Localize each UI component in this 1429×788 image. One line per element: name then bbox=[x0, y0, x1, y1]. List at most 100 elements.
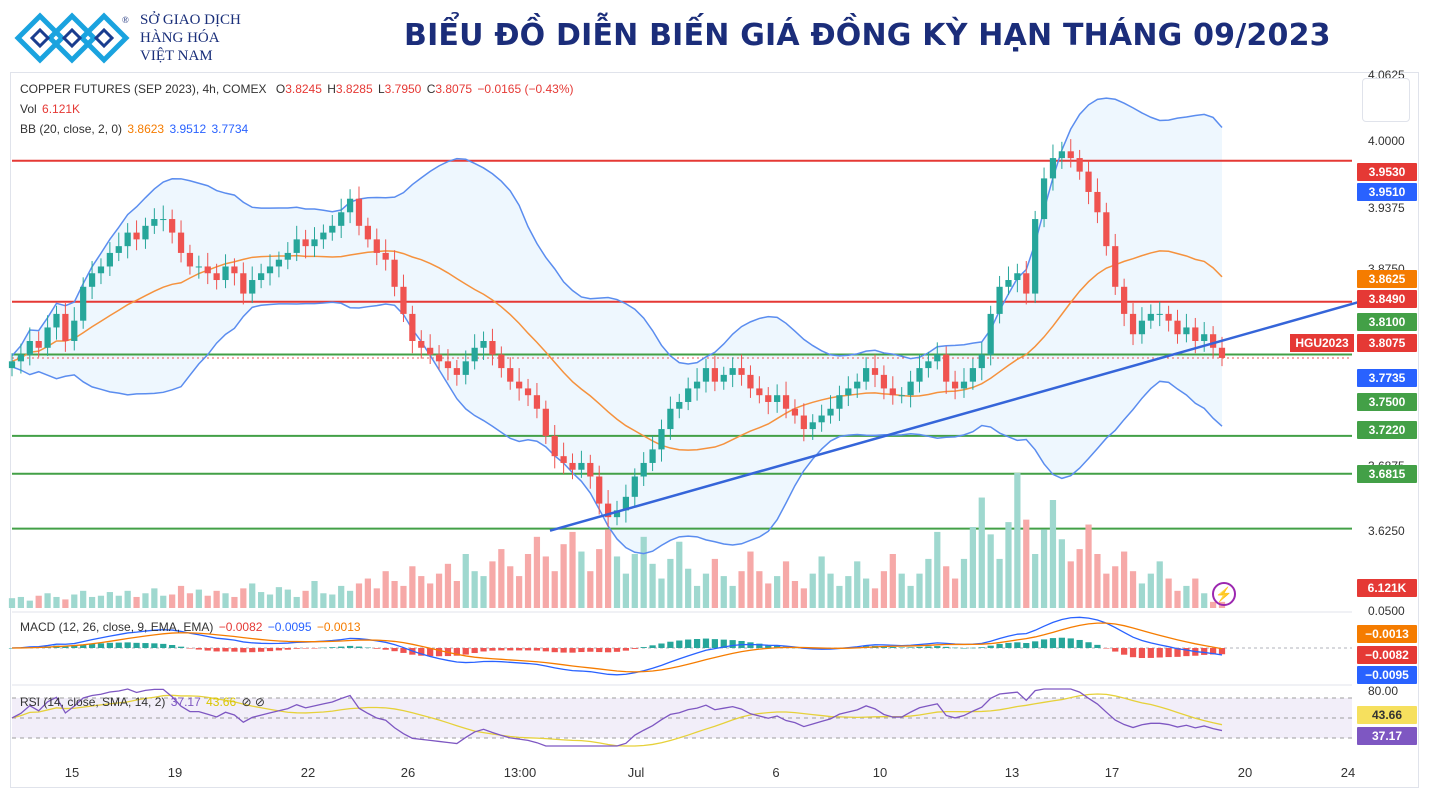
candle-body bbox=[569, 462, 576, 470]
volume-bar bbox=[329, 594, 336, 608]
volume-bar bbox=[106, 592, 113, 608]
volume-bar bbox=[462, 554, 469, 608]
volume-bar bbox=[640, 536, 647, 608]
volume-bar bbox=[604, 529, 612, 608]
candle-body bbox=[489, 341, 496, 355]
volume-bar bbox=[649, 563, 656, 608]
candle-body bbox=[231, 266, 238, 274]
bb-upper-value: 3.9512 bbox=[169, 122, 207, 136]
macd-hist-bar bbox=[435, 648, 443, 657]
volume-bars bbox=[8, 473, 1226, 608]
macd-hist-bar bbox=[774, 645, 781, 648]
volume-bar bbox=[258, 592, 265, 608]
macd-hist-bar bbox=[1014, 642, 1021, 648]
candle-body bbox=[800, 415, 807, 430]
macd-hist-bar bbox=[1032, 641, 1039, 648]
macd-hist-bar bbox=[489, 648, 496, 651]
candle-body bbox=[480, 341, 487, 348]
candle-body bbox=[756, 388, 763, 396]
macd-hist-bar bbox=[88, 643, 96, 648]
volume-bar bbox=[1201, 593, 1208, 608]
macd-hist-bar bbox=[373, 648, 380, 649]
volume-bar bbox=[729, 585, 736, 608]
macd-line bbox=[11, 616, 1223, 676]
macd-hist-bar bbox=[622, 648, 630, 651]
macd-hist-bar bbox=[560, 648, 567, 653]
macd-hist-bar bbox=[160, 643, 167, 648]
bb-lower-line bbox=[11, 301, 1223, 555]
x-tick-label: 13 bbox=[1004, 765, 1020, 780]
candle-body bbox=[400, 286, 407, 314]
macd-hist-bar bbox=[142, 643, 149, 648]
volume-bar bbox=[1121, 551, 1128, 608]
volume-bar bbox=[720, 576, 727, 608]
volume-bar bbox=[427, 583, 434, 608]
logo-icon bbox=[14, 12, 130, 64]
volume-bar bbox=[186, 593, 194, 608]
candle-body bbox=[943, 354, 950, 382]
macd-hist-bar bbox=[1040, 639, 1048, 648]
candle-body bbox=[533, 395, 541, 409]
volume-bar bbox=[231, 596, 238, 608]
candle-body bbox=[613, 510, 621, 518]
volume-bar bbox=[800, 588, 807, 608]
candle-body bbox=[1165, 313, 1172, 321]
rsi-ma-value: 43.66 bbox=[206, 695, 237, 709]
price-label: 4.0000 bbox=[1368, 134, 1405, 148]
macd-hist-bar bbox=[658, 643, 665, 648]
macd-hist-bar bbox=[693, 639, 701, 648]
volume-bar bbox=[1014, 473, 1021, 608]
volume-bar bbox=[53, 596, 60, 608]
candle-body bbox=[391, 259, 398, 287]
volume-bar bbox=[925, 558, 932, 608]
macd-hist-bar bbox=[1218, 648, 1226, 655]
chart-menu-button[interactable] bbox=[1362, 78, 1410, 122]
volume-bar bbox=[1058, 539, 1065, 608]
lightning-icon[interactable]: ⚡ bbox=[1212, 582, 1236, 606]
macd-hist-bar bbox=[169, 645, 176, 648]
candle-body bbox=[649, 449, 656, 463]
rsi-visibility-icons[interactable]: ⊘ ⊘ bbox=[241, 695, 265, 709]
macd-hist-bar bbox=[569, 648, 576, 653]
candle-body bbox=[346, 198, 354, 213]
price-tag: 3.6815 bbox=[1357, 465, 1417, 483]
volume-bar bbox=[738, 571, 745, 608]
candle-body bbox=[720, 374, 727, 382]
volume-bar bbox=[818, 556, 825, 608]
rsi-band bbox=[12, 698, 1352, 738]
volume-bar bbox=[702, 573, 710, 608]
macd-pane bbox=[8, 611, 1352, 676]
low-value: 3.7950 bbox=[384, 82, 422, 96]
volume-bar bbox=[667, 558, 674, 608]
candle-body bbox=[925, 361, 932, 369]
price-label: 0.0500 bbox=[1368, 604, 1405, 618]
macd-hist-bar bbox=[1094, 644, 1101, 648]
volume-bar bbox=[1040, 529, 1048, 608]
candle-body bbox=[1209, 334, 1217, 348]
candle-body bbox=[907, 381, 914, 396]
volume-bar bbox=[435, 573, 443, 608]
volume-bar bbox=[951, 578, 959, 608]
candle-body bbox=[249, 280, 256, 294]
volume-bar bbox=[1192, 578, 1199, 608]
macd-hist-bar bbox=[578, 648, 585, 653]
candle-body bbox=[551, 435, 558, 457]
candle-body bbox=[880, 374, 888, 389]
volume-bar bbox=[284, 589, 291, 608]
volume-bar bbox=[827, 573, 834, 608]
macd-hist-bar bbox=[1023, 643, 1030, 648]
candle-body bbox=[836, 395, 843, 409]
candle-body bbox=[578, 462, 585, 470]
macd-hist-bar bbox=[1138, 648, 1146, 659]
candle-body bbox=[462, 361, 469, 375]
volume-bar bbox=[338, 585, 345, 608]
bollinger-fill bbox=[12, 98, 1222, 554]
x-tick-label: 6 bbox=[772, 765, 780, 780]
macd-hist-bar bbox=[711, 639, 718, 648]
registered-mark: ® bbox=[122, 15, 129, 25]
candle-body bbox=[355, 198, 363, 226]
rsi-line bbox=[11, 688, 1223, 747]
volume-bar bbox=[1156, 561, 1163, 608]
price-tag: 3.7220 bbox=[1357, 421, 1417, 439]
